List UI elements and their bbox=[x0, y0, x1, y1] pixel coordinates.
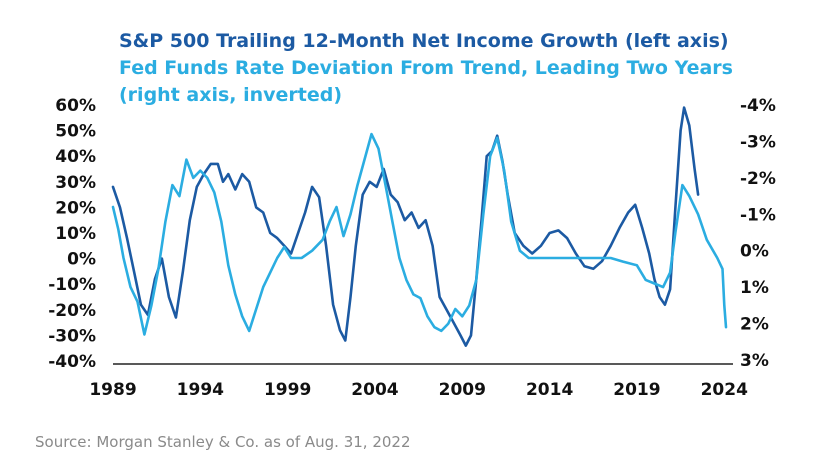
x-tick-label: 2019 bbox=[613, 380, 660, 400]
x-tick-label: 2014 bbox=[526, 380, 573, 400]
x-tick-label: 2009 bbox=[439, 380, 486, 400]
left-tick-label: 60% bbox=[55, 96, 96, 116]
left-tick-label: 40% bbox=[55, 147, 96, 167]
source-note: Source: Morgan Stanley & Co. as of Aug. … bbox=[35, 433, 411, 451]
right-axis-ticks: -4% -3% -2% -1% 0% 1% 2% 3% bbox=[740, 96, 776, 371]
x-axis-ticks: 1989 1994 1999 2004 2009 2014 2019 2024 bbox=[89, 380, 748, 400]
x-tick-label: 1994 bbox=[177, 380, 224, 400]
left-tick-label: -10% bbox=[48, 275, 96, 295]
right-tick-label: 3% bbox=[740, 351, 769, 371]
x-tick-label: 2024 bbox=[701, 380, 748, 400]
series-fed-funds-deviation-line bbox=[111, 132, 728, 336]
left-axis-ticks: 60% 50% 40% 30% 20% 10% 0% -10% -20% -30% -40% bbox=[48, 96, 96, 372]
right-tick-label: -4% bbox=[740, 96, 776, 116]
series-net-income-growth-line bbox=[111, 106, 700, 347]
right-tick-label: -1% bbox=[740, 205, 776, 225]
right-tick-label: -2% bbox=[740, 169, 776, 189]
x-tick-label: 1989 bbox=[89, 380, 136, 400]
right-tick-label: -3% bbox=[740, 132, 776, 152]
left-tick-label: 50% bbox=[55, 122, 96, 142]
right-tick-label: 0% bbox=[740, 242, 769, 262]
left-tick-label: 10% bbox=[55, 224, 96, 244]
x-tick-label: 1999 bbox=[264, 380, 311, 400]
right-tick-label: 1% bbox=[740, 278, 769, 298]
chart-title-line-2: Fed Funds Rate Deviation From Trend, Lea… bbox=[119, 57, 733, 79]
left-tick-label: -30% bbox=[48, 326, 96, 346]
left-tick-label: -20% bbox=[48, 301, 96, 321]
left-tick-label: 20% bbox=[55, 198, 96, 218]
series-layer bbox=[111, 106, 728, 347]
right-tick-label: 2% bbox=[740, 315, 769, 335]
x-tick-label: 2004 bbox=[351, 380, 398, 400]
left-tick-label: -40% bbox=[48, 352, 96, 372]
chart-title-line-1: S&P 500 Trailing 12-Month Net Income Gro… bbox=[119, 30, 729, 52]
left-tick-label: 0% bbox=[67, 250, 96, 270]
left-tick-label: 30% bbox=[55, 173, 96, 193]
chart-title-line-3: (right axis, inverted) bbox=[119, 84, 342, 106]
